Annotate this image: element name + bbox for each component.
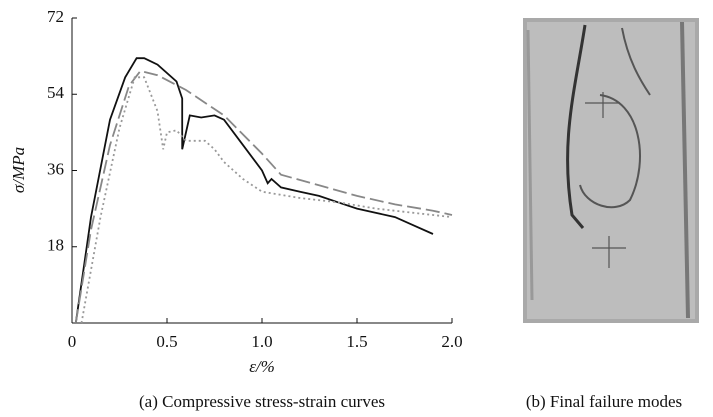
y-tick-label: 72 bbox=[47, 7, 64, 26]
y-tick-label: 18 bbox=[47, 236, 64, 255]
caption: (b) Final failure modes bbox=[526, 392, 682, 411]
data-line bbox=[74, 57, 434, 324]
x-tick-label: 0 bbox=[68, 332, 77, 351]
y-tick-label: 54 bbox=[47, 83, 65, 102]
x-tick-label: 2.0 bbox=[441, 332, 462, 351]
data-line bbox=[80, 76, 453, 324]
x-axis-label: ε/% bbox=[249, 357, 275, 376]
y-tick-label: 36 bbox=[47, 159, 64, 178]
data-line bbox=[74, 69, 453, 324]
x-tick-label: 0.5 bbox=[156, 332, 177, 351]
caption: (a) Compressive stress-strain curves bbox=[139, 392, 385, 411]
x-tick-label: 1.5 bbox=[346, 332, 367, 351]
photo bbox=[523, 18, 699, 323]
x-tick-label: 1.0 bbox=[251, 332, 272, 351]
y-axis-label: σ/MPa bbox=[9, 147, 28, 193]
